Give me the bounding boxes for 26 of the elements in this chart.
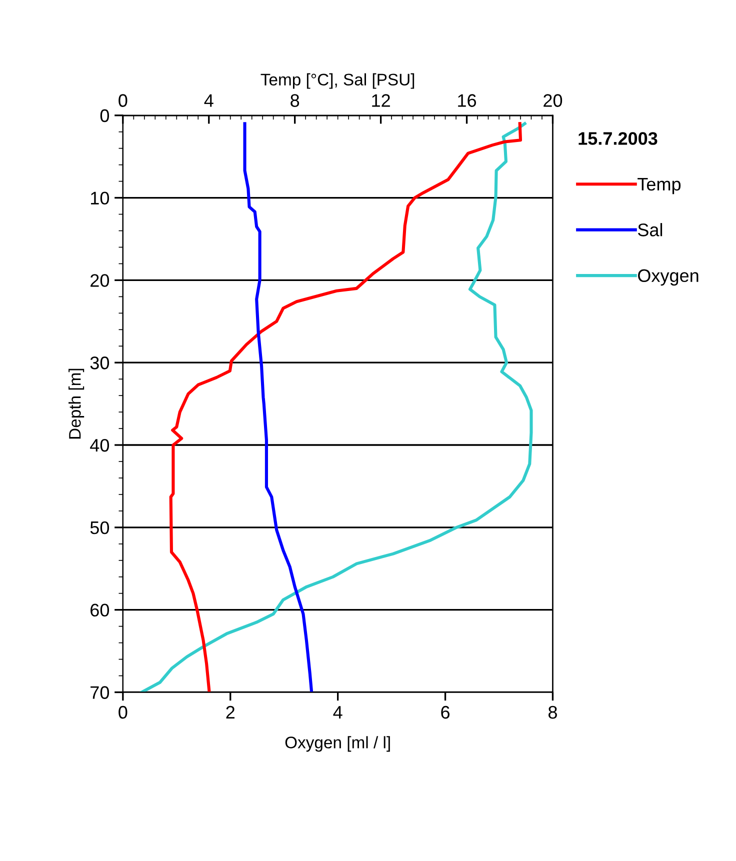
x2-axis-title: Temp [°C], Sal [PSU] [260, 73, 414, 89]
y-tick-label: 20 [90, 274, 110, 287]
y-tick-label: 40 [90, 438, 110, 452]
x-tick-label: 2 [226, 706, 234, 719]
y-tick-label: 10 [91, 192, 110, 205]
x2-tick-label: 4 [204, 94, 214, 107]
x2-tick-label: 0 [118, 94, 128, 107]
x-tick-label: 0 [118, 706, 128, 719]
y-tick-label: 30 [90, 356, 110, 370]
y-tick-label: 70 [90, 686, 110, 699]
x2-tick-label: 8 [290, 94, 300, 107]
legend-title: 15.7.2003 [578, 132, 658, 145]
y-axis-title: Depth [m] [68, 368, 84, 439]
x2-tick-label: 12 [372, 94, 390, 107]
y-tick-label: 0 [100, 109, 110, 122]
y-tick-label: 50 [90, 521, 110, 534]
x2-tick-label: 20 [544, 94, 562, 107]
legend-label: Sal [638, 223, 662, 236]
legend-label: Oxygen [638, 269, 698, 286]
x2-tick-label: 16 [458, 94, 476, 107]
x-tick-label: 6 [441, 706, 450, 719]
legend-label: Temp [638, 178, 681, 194]
x-axis-title: Oxygen [ml / l] [285, 736, 390, 752]
x-tick-label: 8 [548, 706, 557, 719]
y-tick-label: 60 [90, 604, 110, 617]
x-tick-label: 4 [333, 706, 342, 719]
